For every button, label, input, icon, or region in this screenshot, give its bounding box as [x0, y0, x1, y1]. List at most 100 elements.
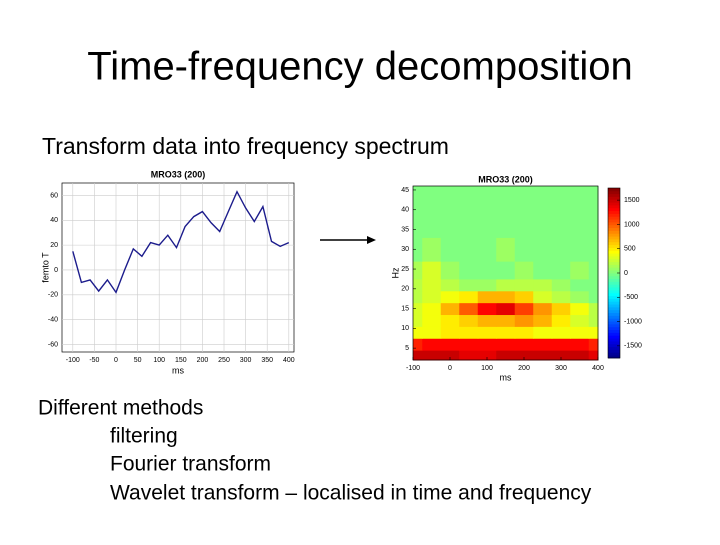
colorbar-segment [608, 324, 620, 328]
colorbar-segment [608, 227, 620, 231]
colorbar-tick-label: -500 [624, 294, 638, 301]
colorbar-segment [608, 190, 620, 195]
y-tick-label: 35 [401, 226, 409, 233]
y-tick-label: 30 [401, 246, 409, 253]
colorbar-segment [608, 315, 620, 319]
heatmap-cell [422, 338, 442, 351]
heatmap-cell [496, 338, 516, 351]
colorbar-segment [608, 244, 620, 248]
colorbar-segment [608, 267, 620, 271]
x-tick-label: 400 [283, 357, 295, 364]
heatmap-cell [477, 213, 497, 238]
heatmap-cell [422, 302, 442, 316]
heatmap-cell [570, 186, 590, 215]
colorbar-segment [608, 312, 620, 316]
heatmap-cell [533, 213, 553, 238]
colorbar-segment [608, 270, 620, 274]
colorbar-segment [608, 216, 620, 220]
heatmap-cell [413, 237, 423, 262]
heatmap-cell [422, 213, 442, 238]
heatmap-cell [422, 237, 442, 262]
y-tick-label: 15 [401, 305, 409, 312]
colorbar-segment [608, 278, 620, 282]
colorbar-segment [608, 349, 620, 353]
heatmap-cell [477, 278, 497, 292]
y-tick-label: 40 [50, 217, 58, 224]
colorbar-segment [608, 256, 620, 260]
method-item: filtering [110, 425, 178, 448]
x-tick-label: 350 [261, 357, 273, 364]
colorbar-segment [608, 222, 620, 226]
colorbar-segment [608, 230, 620, 234]
x-tick-label: 300 [555, 365, 567, 372]
colorbar-segment [608, 236, 620, 240]
colorbar-tick-label: -1000 [624, 318, 642, 325]
heatmap-cell [477, 290, 497, 304]
heatmap-cell [440, 237, 460, 262]
heatmap-cell [533, 278, 553, 292]
x-tick-label: 150 [175, 357, 187, 364]
heatmap-cell [422, 350, 442, 361]
y-tick-label: -40 [48, 317, 58, 324]
data-line [72, 190, 290, 294]
heatmap-cell [477, 338, 497, 351]
heatmap-cell [514, 213, 534, 238]
colorbar-segment [608, 346, 620, 350]
colorbar-segment [608, 309, 620, 314]
methods-heading: Different methods [38, 397, 203, 420]
colorbar-segment [608, 219, 620, 223]
colorbar-tick-label: 500 [624, 246, 636, 253]
colorbar-tick-label: 1000 [624, 221, 640, 228]
heatmap-cell [440, 338, 460, 351]
heatmap-cell [533, 237, 553, 262]
heatmap-cell [588, 302, 599, 316]
heatmap-cell [551, 338, 571, 351]
heatmap-cell [588, 261, 599, 280]
colorbar-segment [608, 193, 620, 197]
heatmap-cell [533, 350, 553, 361]
heatmap-cell [533, 338, 553, 351]
colorbar-segment [608, 275, 620, 280]
arrow-head [367, 236, 376, 244]
heatmap-cell [477, 350, 497, 361]
colorbar-segment [608, 239, 620, 243]
heatmap-cell [533, 314, 553, 327]
colorbar-segment [608, 290, 620, 294]
colorbar-segment [608, 304, 620, 308]
colorbar-segment [608, 202, 620, 206]
heatmap-cell [514, 186, 534, 215]
heatmap-cell [459, 261, 479, 280]
heatmap-cell [413, 186, 423, 215]
heatmap-cell [588, 314, 599, 327]
heatmap-cell [496, 290, 516, 304]
heatmap-cell [514, 350, 534, 361]
y-tick-label: 0 [54, 267, 58, 274]
heatmap-cell [588, 237, 599, 262]
x-axis-label: ms [500, 372, 512, 382]
heatmap-cell [477, 326, 497, 339]
colorbar-segment [608, 253, 620, 257]
heatmap-cell [477, 314, 497, 327]
colorbar-segment [608, 205, 620, 209]
heatmap-cell [514, 237, 534, 262]
y-tick-label: 25 [401, 266, 409, 273]
y-tick-label: -20 [48, 292, 58, 299]
heatmap-cell [422, 278, 442, 292]
colorbar-segment [608, 241, 620, 246]
heatmap-cell [570, 261, 590, 280]
colorbar-tick-label: -1500 [624, 343, 642, 350]
heatmap-cell [551, 290, 571, 304]
heatmap-cell [496, 278, 516, 292]
heatmap-cell [422, 186, 442, 215]
heatmap-cell [570, 350, 590, 361]
colorbar-segment [608, 224, 620, 229]
heatmap-cell [570, 237, 590, 262]
colorbar-segment [608, 207, 620, 212]
colorbar-segment [608, 233, 620, 237]
colorbar-segment [608, 199, 620, 203]
y-axis-label: Hz [390, 267, 400, 278]
colorbar-segment [608, 338, 620, 342]
colorbar-segment [608, 210, 620, 214]
heatmap-cell [570, 314, 590, 327]
heatmap-cell [588, 186, 599, 215]
